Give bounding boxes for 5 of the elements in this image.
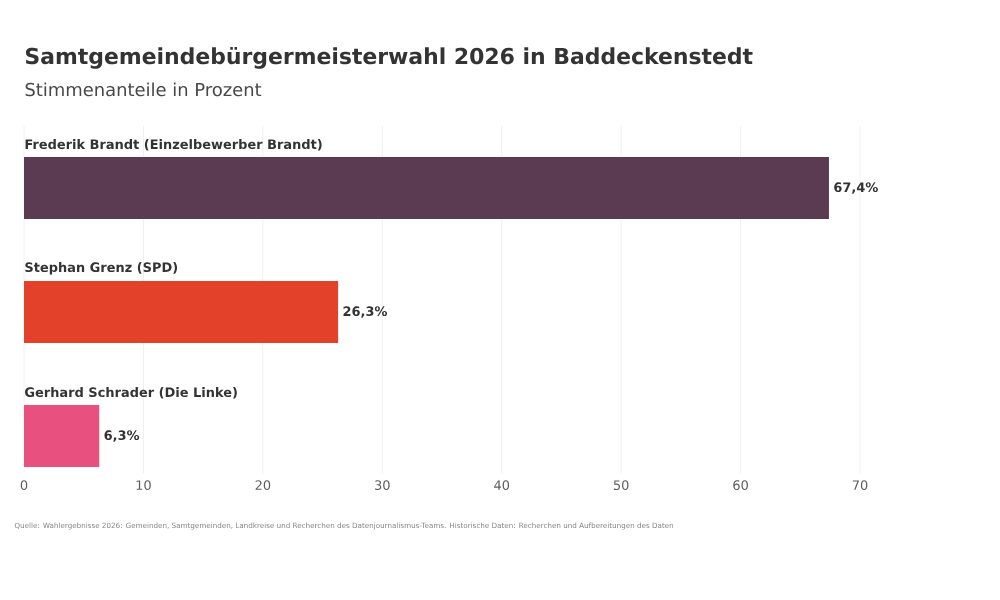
chart-title: Samtgemeindebürgermeisterwahl 2026 in Baddeckenstedt [25,47,753,69]
chart-subtitle: Stimmenanteile in Prozent [25,82,262,97]
bar [24,157,829,219]
bar [24,405,100,467]
bar [24,281,339,343]
